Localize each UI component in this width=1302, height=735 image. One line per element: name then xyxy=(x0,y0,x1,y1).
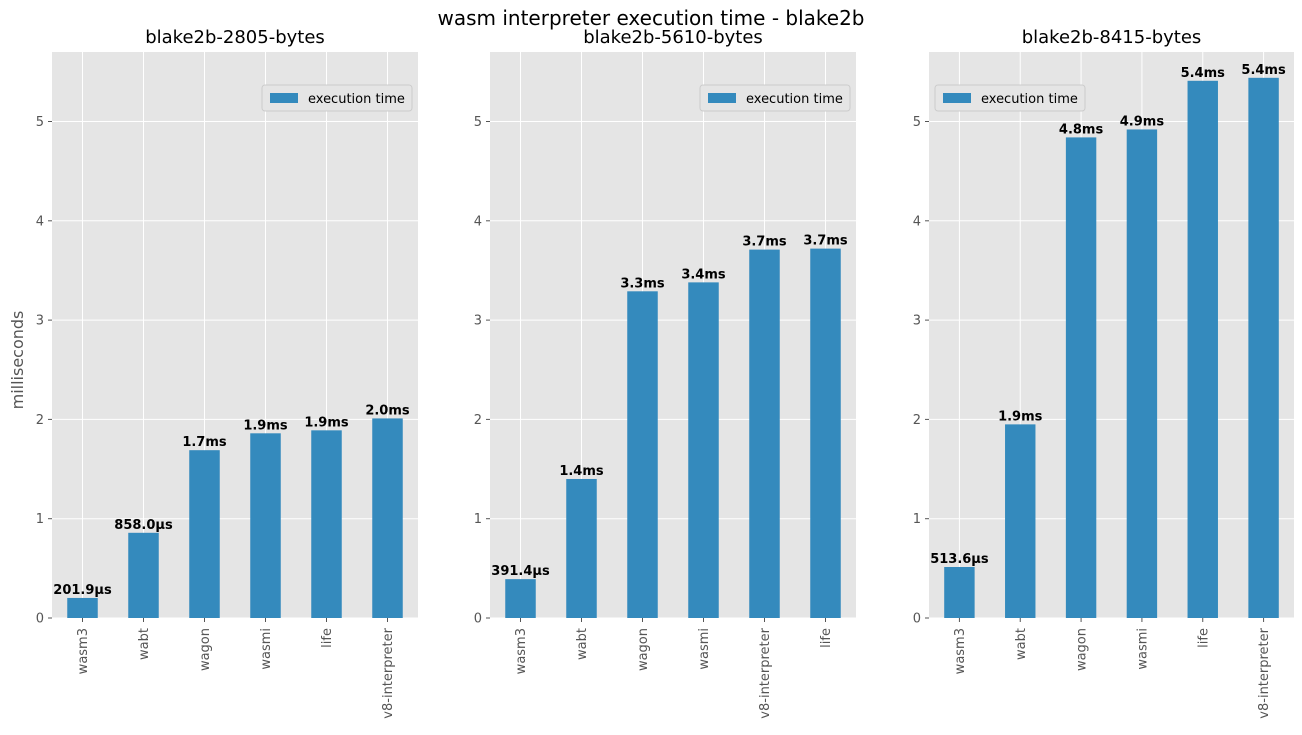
panel-title: blake2b-5610-bytes xyxy=(583,27,763,48)
bar-wasmi xyxy=(1126,129,1158,618)
legend-swatch xyxy=(708,93,736,103)
chart-panel-2: 0 1 2 3 4 5 391.4µs wasm3 1.4ms wabt 3.3ms wagon 3.4… xyxy=(474,27,856,719)
data-label-wasmi: 1.9ms xyxy=(243,418,288,433)
data-label-life: 5.4ms xyxy=(1181,66,1226,81)
data-label-wabt: 858.0µs xyxy=(114,518,173,533)
x-tick-label-wagon: wagon xyxy=(636,628,651,671)
legend-swatch xyxy=(270,93,298,103)
y-tick-label: 5 xyxy=(36,115,44,130)
bar-v8-interpreter xyxy=(1248,77,1279,618)
y-tick-label: 4 xyxy=(474,214,482,229)
data-label-wagon: 3.3ms xyxy=(620,276,665,291)
x-tick-label-v8-interpreter: v8-interpreter xyxy=(758,627,773,718)
data-label-v8-interpreter: 3.7ms xyxy=(742,235,787,250)
x-tick-label-life: life xyxy=(320,628,335,648)
x-tick-label-wabt: wabt xyxy=(137,628,152,660)
y-tick-label: 2 xyxy=(36,413,44,428)
x-tick-label-life: life xyxy=(1196,628,1211,648)
bar-wagon xyxy=(1065,137,1097,618)
bar-wabt xyxy=(1005,424,1036,618)
bar-wasm3 xyxy=(67,597,98,618)
bar-life xyxy=(311,430,342,618)
data-label-life: 3.7ms xyxy=(803,234,848,249)
y-tick-label: 0 xyxy=(36,612,44,627)
y-tick-label: 3 xyxy=(36,314,44,329)
bar-life xyxy=(810,248,841,618)
data-label-v8-interpreter: 2.0ms xyxy=(365,403,410,418)
x-tick-label-wabt: wabt xyxy=(575,628,590,660)
data-label-wagon: 4.8ms xyxy=(1059,122,1104,137)
y-tick-label: 0 xyxy=(474,612,482,627)
chart-panel-1: 0 1 2 3 4 5 201.9µs wasm3 858.0µs wabt 1.7ms wagon 1… xyxy=(8,27,418,719)
bar-wasm3 xyxy=(944,567,975,618)
y-tick-label: 4 xyxy=(36,214,44,229)
legend-label: execution time xyxy=(746,92,843,107)
chart-panel-3: 0 1 2 3 4 5 513.6µs wasm3 1.9ms wabt 4.8ms wagon 4.9… xyxy=(913,27,1294,719)
bar-wabt xyxy=(566,478,597,618)
bar-wasmi xyxy=(250,433,281,618)
y-tick-label: 3 xyxy=(474,314,482,329)
y-tick-label: 1 xyxy=(474,512,482,527)
y-tick-label: 2 xyxy=(474,413,482,428)
x-tick-label-wasmi: wasmi xyxy=(259,628,274,670)
legend: execution time xyxy=(934,84,1086,112)
x-tick-label-wasm3: wasm3 xyxy=(514,628,529,674)
y-tick-label: 4 xyxy=(913,214,921,229)
plot-area xyxy=(929,52,1294,618)
x-tick-label-v8-interpreter: v8-interpreter xyxy=(1257,627,1272,718)
bar-wagon xyxy=(189,450,220,618)
y-axis-label: milliseconds xyxy=(8,311,27,410)
x-tick-label-wasm3: wasm3 xyxy=(76,628,91,674)
bar-v8-interpreter xyxy=(372,418,403,618)
y-tick-label: 5 xyxy=(474,115,482,130)
data-label-life: 1.9ms xyxy=(304,415,349,430)
legend-label: execution time xyxy=(308,92,405,107)
x-tick-label-wasmi: wasmi xyxy=(1135,628,1150,670)
y-tick-label: 1 xyxy=(36,512,44,527)
legend: execution time xyxy=(699,84,851,112)
bar-wasmi xyxy=(688,282,719,618)
x-tick-label-v8-interpreter: v8-interpreter xyxy=(381,627,396,718)
panel-title: blake2b-8415-bytes xyxy=(1022,27,1202,48)
data-label-wasm3: 513.6µs xyxy=(930,552,989,567)
data-label-wabt: 1.9ms xyxy=(998,409,1043,424)
legend-box xyxy=(261,84,413,112)
bar-wasm3 xyxy=(505,579,536,618)
data-label-wabt: 1.4ms xyxy=(559,464,604,479)
data-label-wasm3: 201.9µs xyxy=(53,583,112,598)
x-tick-label-life: life xyxy=(819,628,834,648)
y-tick-label: 3 xyxy=(913,314,921,329)
figure-title: wasm interpreter execution time - blake2… xyxy=(437,6,865,30)
x-tick-label-wasmi: wasmi xyxy=(697,628,712,670)
bar-wabt xyxy=(128,532,159,618)
x-tick-label-wagon: wagon xyxy=(198,628,213,671)
y-tick-label: 5 xyxy=(913,115,921,130)
data-label-wasmi: 4.9ms xyxy=(1120,114,1165,129)
data-label-wasmi: 3.4ms xyxy=(681,267,726,282)
legend: execution time xyxy=(261,84,413,112)
legend-label: execution time xyxy=(981,92,1078,107)
data-label-wagon: 1.7ms xyxy=(182,435,227,450)
plot-area xyxy=(52,52,418,618)
x-tick-label-wasm3: wasm3 xyxy=(953,628,968,674)
legend-box xyxy=(699,84,851,112)
data-label-v8-interpreter: 5.4ms xyxy=(1241,63,1286,78)
x-tick-label-wagon: wagon xyxy=(1075,628,1090,671)
legend-box xyxy=(934,84,1086,112)
x-tick-label-wabt: wabt xyxy=(1014,628,1029,660)
bar-wagon xyxy=(627,291,658,618)
plot-area xyxy=(490,52,856,618)
y-tick-label: 1 xyxy=(913,512,921,527)
y-tick-label: 2 xyxy=(913,413,921,428)
bar-v8-interpreter xyxy=(749,249,780,618)
legend-swatch xyxy=(943,93,971,103)
y-tick-label: 0 xyxy=(913,612,921,627)
bar-life xyxy=(1187,80,1218,618)
panel-title: blake2b-2805-bytes xyxy=(145,27,325,48)
data-label-wasm3: 391.4µs xyxy=(491,564,550,579)
